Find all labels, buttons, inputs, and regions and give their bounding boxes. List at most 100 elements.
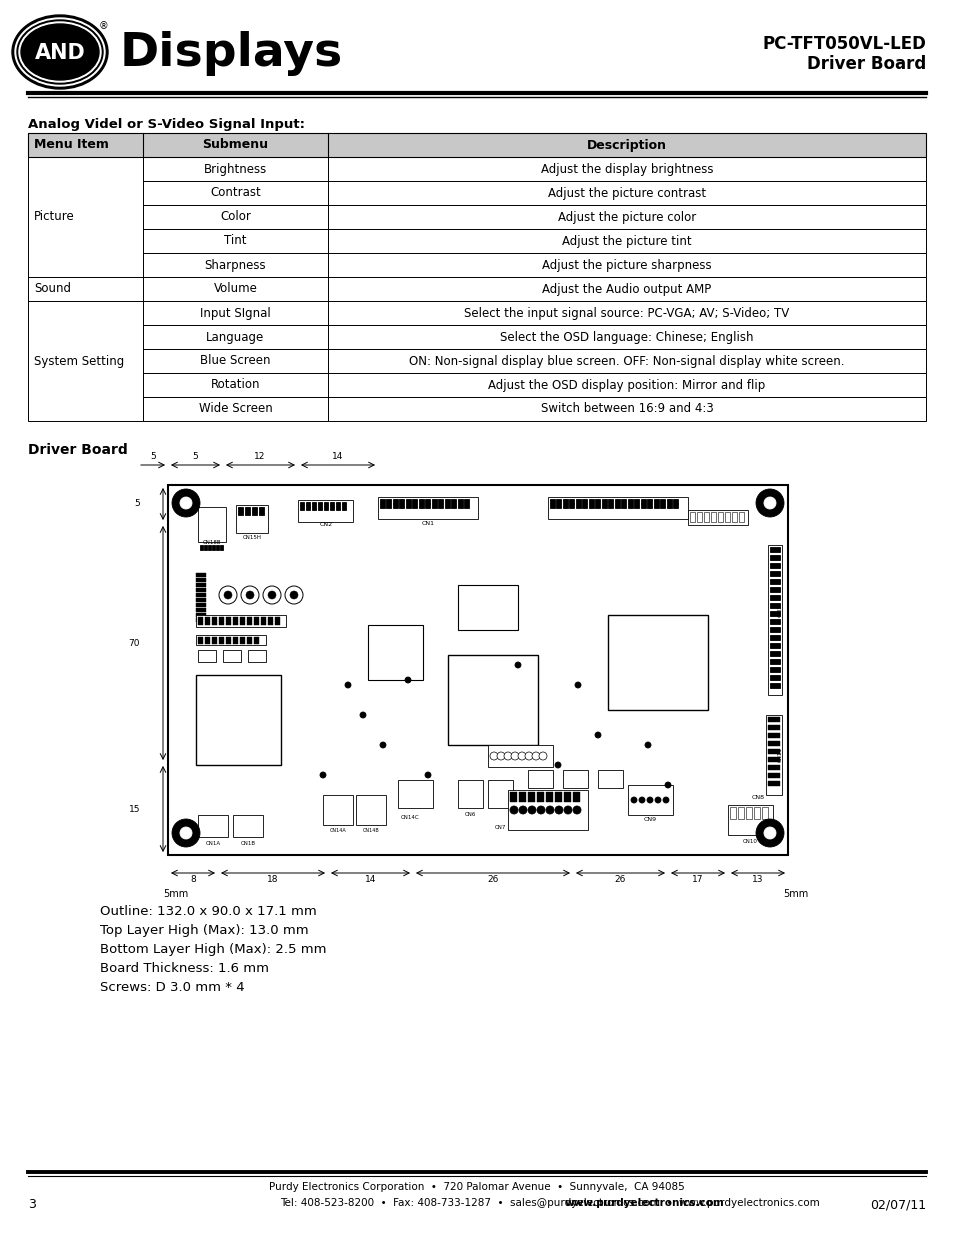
Circle shape: [379, 742, 386, 748]
Circle shape: [532, 752, 539, 760]
Bar: [268, 618, 273, 625]
Bar: [247, 637, 252, 643]
Circle shape: [319, 772, 326, 778]
Bar: [697, 513, 701, 522]
Bar: [607, 615, 707, 710]
Text: 18: 18: [267, 876, 278, 884]
Text: Board Thickness: 1.6 mm: Board Thickness: 1.6 mm: [100, 962, 269, 974]
Ellipse shape: [19, 22, 101, 82]
Bar: [727, 805, 772, 835]
Circle shape: [545, 806, 554, 814]
Text: Adjust the picture contrast: Adjust the picture contrast: [547, 186, 705, 200]
Bar: [219, 637, 224, 643]
Text: Description: Description: [586, 138, 666, 152]
Bar: [198, 618, 203, 625]
Bar: [767, 748, 780, 755]
Bar: [143, 277, 328, 301]
Text: ON: Non-signal display blue screen. OFF: Non-signal display white screen.: ON: Non-signal display blue screen. OFF:…: [409, 354, 843, 368]
Bar: [448, 655, 537, 745]
Text: Displays: Displays: [120, 32, 343, 77]
Bar: [457, 499, 462, 508]
Text: Analog Videl or S-Video Signal Input:: Analog Videl or S-Video Signal Input:: [28, 119, 305, 131]
Bar: [28, 133, 925, 157]
Bar: [769, 635, 780, 640]
Circle shape: [290, 592, 297, 599]
Bar: [464, 499, 469, 508]
Circle shape: [664, 782, 670, 788]
Text: CN9: CN9: [642, 818, 656, 823]
Bar: [328, 157, 925, 182]
Bar: [710, 513, 716, 522]
Bar: [488, 745, 553, 767]
Text: Tel: 408-523-8200  •  Fax: 408-733-1287  •  sales@purdyelectronics.com  •  www.p: Tel: 408-523-8200 • Fax: 408-733-1287 • …: [280, 1198, 819, 1208]
Bar: [767, 757, 780, 762]
Bar: [767, 734, 780, 739]
Text: Top Layer High (Max): 13.0 mm: Top Layer High (Max): 13.0 mm: [100, 924, 309, 937]
Bar: [248, 650, 266, 662]
Bar: [666, 499, 671, 508]
Bar: [767, 781, 780, 785]
Text: Menu Item: Menu Item: [34, 138, 109, 152]
Text: Submenu: Submenu: [202, 138, 268, 152]
Circle shape: [763, 827, 775, 839]
Circle shape: [575, 682, 580, 688]
Circle shape: [527, 806, 536, 814]
Bar: [219, 618, 224, 625]
Bar: [233, 815, 263, 837]
Bar: [767, 725, 780, 730]
Bar: [615, 499, 619, 508]
Bar: [328, 301, 925, 325]
Bar: [330, 501, 334, 510]
Bar: [195, 588, 206, 592]
Text: Adjust the display brightness: Adjust the display brightness: [540, 163, 713, 175]
Bar: [562, 769, 587, 788]
Bar: [769, 676, 780, 680]
Bar: [507, 790, 587, 830]
Bar: [335, 501, 339, 510]
Circle shape: [573, 806, 580, 814]
Bar: [765, 715, 781, 795]
Bar: [769, 659, 780, 664]
Bar: [379, 499, 385, 508]
Text: Adjust the Audio output AMP: Adjust the Audio output AMP: [542, 283, 711, 295]
Text: Purdy Electronics Corporation  •  720 Palomar Avenue  •  Sunnyvale,  CA 94085: Purdy Electronics Corporation • 720 Palo…: [269, 1182, 684, 1192]
Bar: [438, 499, 443, 508]
Bar: [745, 806, 751, 819]
Text: Brightness: Brightness: [204, 163, 267, 175]
Bar: [368, 625, 422, 680]
Circle shape: [345, 682, 351, 688]
Text: 17: 17: [692, 876, 703, 884]
Text: 8: 8: [190, 876, 195, 884]
Text: Screws: D 3.0 mm * 4: Screws: D 3.0 mm * 4: [100, 981, 244, 994]
Bar: [261, 618, 266, 625]
Bar: [673, 499, 678, 508]
Bar: [195, 635, 266, 645]
Circle shape: [510, 806, 517, 814]
Bar: [767, 545, 781, 695]
Bar: [769, 683, 780, 688]
Text: 14: 14: [364, 876, 375, 884]
Bar: [195, 583, 206, 587]
Bar: [235, 505, 268, 534]
Bar: [226, 618, 231, 625]
Bar: [769, 611, 780, 616]
Circle shape: [359, 713, 366, 718]
Bar: [306, 501, 310, 510]
Bar: [598, 769, 622, 788]
Text: Picture: Picture: [34, 210, 74, 224]
Circle shape: [517, 752, 525, 760]
Text: Rotation: Rotation: [211, 378, 260, 391]
Bar: [328, 350, 925, 373]
Bar: [253, 637, 258, 643]
Circle shape: [555, 762, 560, 768]
Text: Language: Language: [206, 331, 264, 343]
Circle shape: [537, 806, 544, 814]
Bar: [451, 499, 456, 508]
Circle shape: [515, 662, 520, 668]
Bar: [769, 579, 780, 584]
Bar: [143, 350, 328, 373]
Bar: [195, 615, 286, 627]
Bar: [317, 501, 322, 510]
Bar: [377, 496, 477, 519]
Text: CN3: CN3: [777, 604, 781, 616]
